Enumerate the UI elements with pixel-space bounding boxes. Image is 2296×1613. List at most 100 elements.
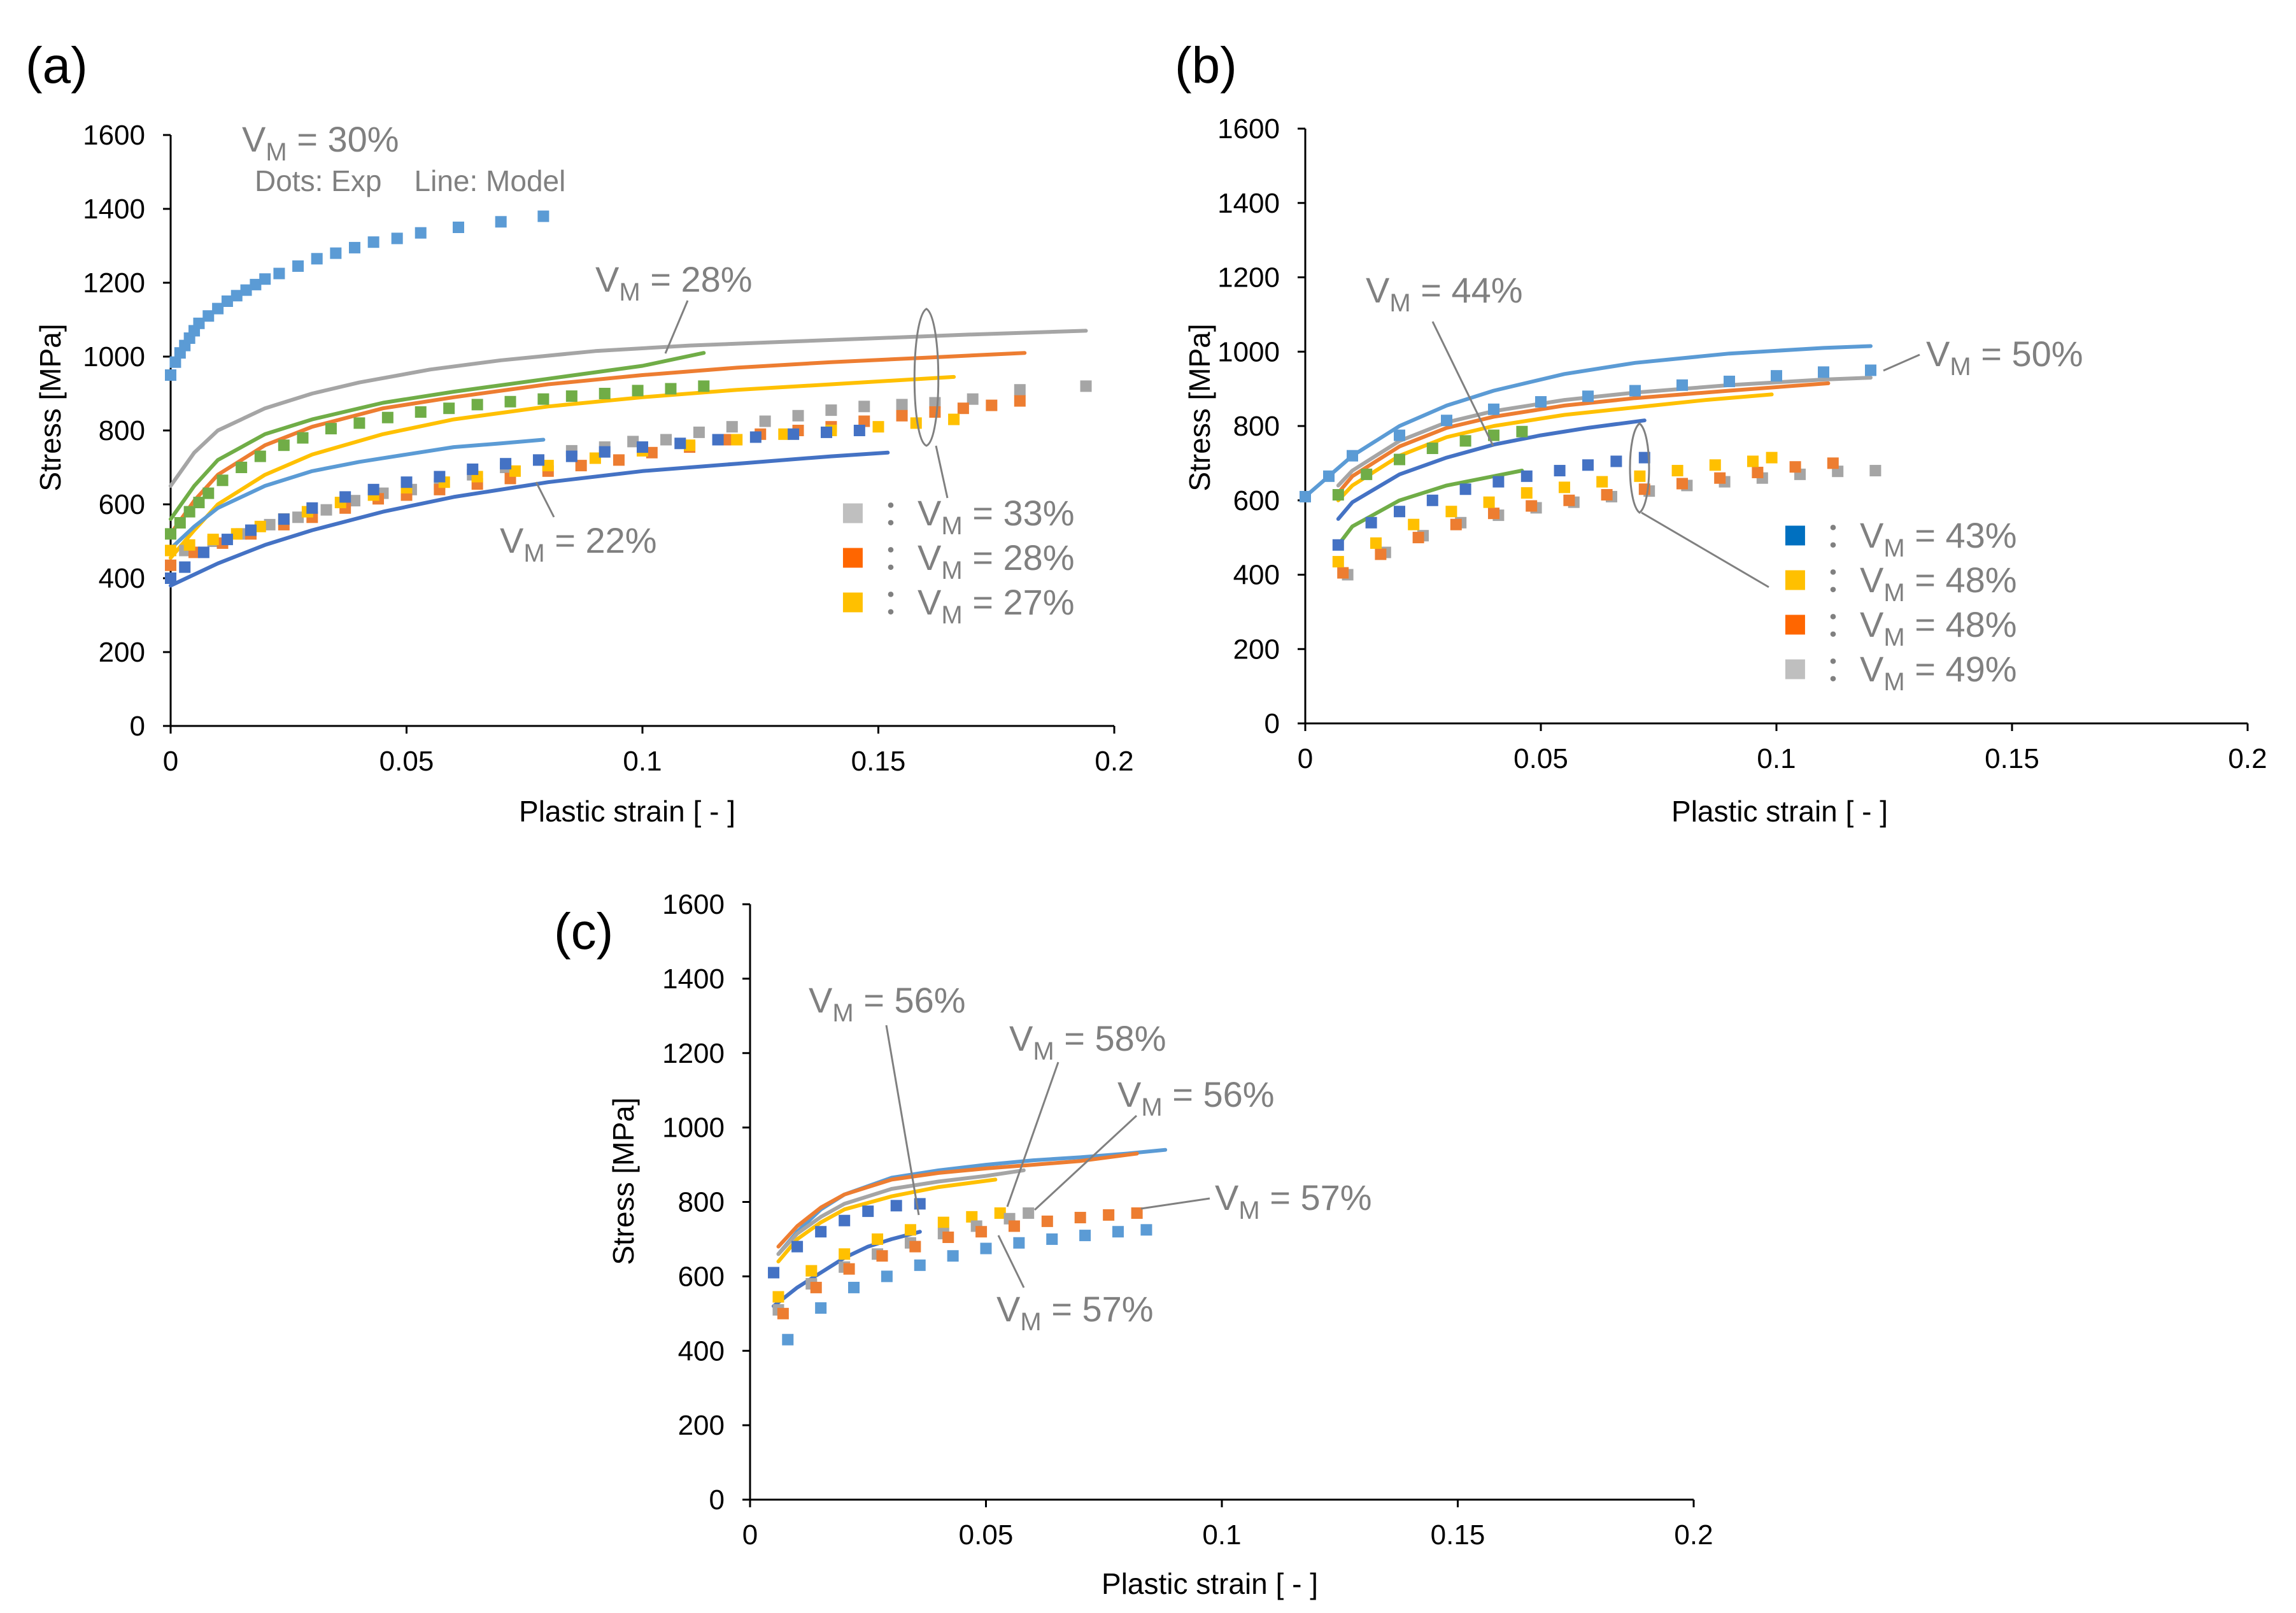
exp-point xyxy=(165,544,176,557)
exp-point xyxy=(183,539,195,551)
exp-point xyxy=(839,1248,851,1260)
y-tick-label: 400 xyxy=(678,1335,725,1367)
x-tick-label: 0.2 xyxy=(1095,746,1133,777)
exp-point xyxy=(1638,451,1650,464)
exp-point xyxy=(858,415,870,427)
annotation-c-vm-58: VM = 58% xyxy=(1009,1018,1166,1065)
exp-point xyxy=(400,476,413,488)
legend-a-marker: ■ xyxy=(840,578,865,623)
exp-point xyxy=(749,431,762,443)
legend-b-item: ■ ：VM = 43% xyxy=(1783,511,2017,562)
legend-b-marker: ■ xyxy=(1783,644,1808,690)
exp-point xyxy=(339,491,351,503)
exp-point xyxy=(646,446,658,458)
exp-point xyxy=(273,267,285,280)
legend-a-marker: ■ xyxy=(840,488,865,534)
exp-point xyxy=(1601,488,1613,501)
leader-c-vm-56-right xyxy=(1033,1114,1138,1211)
exp-point xyxy=(788,428,800,440)
legend-a-item: ■ ：VM = 33% xyxy=(840,488,1075,540)
y-tick-label: 0 xyxy=(709,1484,725,1516)
x-tick-label: 0.15 xyxy=(851,746,906,777)
exp-point xyxy=(230,290,243,302)
exp-point xyxy=(721,434,733,446)
exp-point xyxy=(942,1232,954,1244)
exp-point xyxy=(712,434,724,446)
exp-point xyxy=(165,559,176,571)
exp-point xyxy=(264,518,276,530)
x-tick-label: 0.2 xyxy=(2228,743,2267,774)
annotation-c-vm-57-bottom: VM = 57% xyxy=(996,1289,1154,1336)
legend-b-item: ■ ：VM = 48% xyxy=(1783,600,2017,651)
exp-point xyxy=(471,399,483,411)
exp-point xyxy=(1074,1212,1086,1224)
exp-point xyxy=(1488,429,1499,441)
exp-point xyxy=(278,439,290,451)
exp-point xyxy=(367,483,379,495)
y-tick-label: 1600 xyxy=(1217,113,1280,145)
x-tick-label: 0.1 xyxy=(1202,1519,1241,1551)
exp-point xyxy=(1483,496,1495,508)
exp-point xyxy=(221,534,233,546)
exp-point xyxy=(1554,465,1566,477)
exp-point xyxy=(858,401,870,413)
exp-point xyxy=(599,446,611,458)
exp-point xyxy=(772,1291,784,1303)
y-tick-label: 400 xyxy=(1233,560,1280,591)
exp-point xyxy=(165,528,176,540)
annotation-vm-44: VM = 44% xyxy=(1366,270,1523,317)
exp-point xyxy=(937,1216,949,1228)
exp-point xyxy=(768,1267,780,1279)
exp-point xyxy=(791,1240,804,1253)
exp-point xyxy=(929,406,941,418)
y-tick-label: 600 xyxy=(1233,485,1280,516)
y-tick-label: 400 xyxy=(99,563,145,594)
exp-point xyxy=(1041,1215,1053,1227)
exp-point xyxy=(495,216,507,228)
exp-point xyxy=(202,310,215,322)
x-tick-label: 0.05 xyxy=(379,746,434,777)
exp-point xyxy=(542,460,554,472)
legend-b-marker: ■ xyxy=(1783,600,1808,646)
y-tick-label: 200 xyxy=(1233,634,1280,665)
exp-point xyxy=(910,417,922,429)
exp-point xyxy=(1112,1226,1124,1238)
model-line xyxy=(776,1177,998,1263)
dots-line-note: Dots: Exp Line: Model xyxy=(255,164,565,197)
exp-point xyxy=(1827,457,1839,469)
exp-point xyxy=(1046,1233,1058,1245)
exp-point xyxy=(1445,506,1457,518)
legend-b-label: ：VM = 48% xyxy=(1824,560,2017,607)
model-line xyxy=(1336,418,1647,521)
exp-point xyxy=(1865,364,1876,376)
y-tick-label: 1600 xyxy=(662,889,725,920)
exp-point xyxy=(1394,429,1405,441)
annotation-c-vm-56-right: VM = 56% xyxy=(1117,1074,1275,1121)
exp-point xyxy=(862,1205,874,1218)
exp-point xyxy=(1361,468,1373,480)
exp-point xyxy=(207,534,219,546)
panel-c-label: (c) xyxy=(554,903,613,960)
exp-point xyxy=(434,471,446,483)
exp-point xyxy=(1332,556,1344,568)
exp-point xyxy=(1520,470,1533,482)
exp-point xyxy=(810,1281,822,1293)
x-tick-label: 0.15 xyxy=(1431,1519,1485,1551)
annotation-vm-50: VM = 50% xyxy=(1926,334,2083,381)
x-tick-label: 0.15 xyxy=(1985,743,2039,774)
exp-point xyxy=(1014,395,1026,407)
x-tick-label: 0.05 xyxy=(959,1519,1014,1551)
model-line xyxy=(1336,376,1873,488)
exp-point xyxy=(1610,455,1622,467)
panel-c-ylabel: Stress [MPa] xyxy=(607,1097,640,1265)
y-tick-label: 800 xyxy=(99,415,145,446)
y-tick-label: 1000 xyxy=(662,1112,725,1144)
exp-point xyxy=(1747,455,1759,467)
y-tick-label: 0 xyxy=(130,711,145,742)
exp-point xyxy=(896,399,908,411)
exp-point xyxy=(1103,1209,1115,1221)
exp-point xyxy=(1634,470,1646,482)
exp-point xyxy=(216,474,229,487)
exp-point xyxy=(1300,490,1311,502)
model-line xyxy=(1336,469,1524,547)
